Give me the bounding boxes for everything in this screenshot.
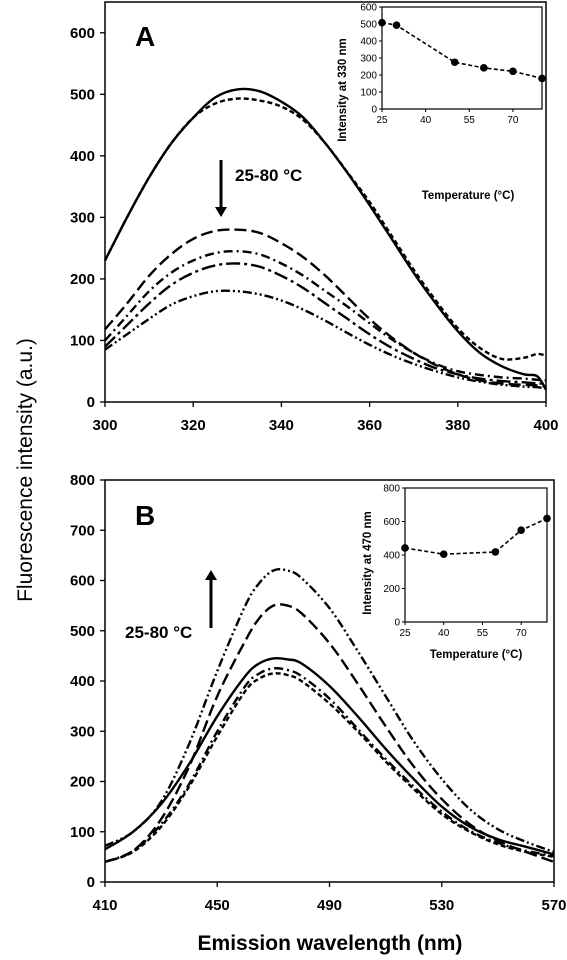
panel-b-inset-frame [404, 487, 548, 623]
panel-a-ytick-label: 100 [70, 332, 95, 349]
panel-a-inset-ytick-label: 100 [360, 88, 377, 99]
panel-b-xtick-label: 530 [429, 897, 454, 914]
panel-a-inset-ytick-label: 200 [360, 71, 377, 82]
panel-b-inset-line [404, 517, 548, 556]
panel-b-inset-point [491, 548, 500, 556]
panel-a-xtick-label: 400 [533, 417, 558, 434]
panel-b-series-line-solid [104, 656, 555, 856]
panel-b-ytick-label: 100 [70, 824, 95, 841]
x-axis-label: Emission wavelength (nm) [198, 932, 463, 955]
panel-a-ytick-label: 0 [87, 394, 95, 411]
panel-a-inset-point [509, 67, 517, 76]
panel-a-series-line-dash-dot [104, 249, 547, 382]
panel-b-inset-series [401, 514, 551, 558]
panel-b-inset-ytick-label: 0 [394, 618, 400, 629]
panel-b-xtick-label: 450 [205, 897, 230, 914]
panel-a-inset-ylabel: Intensity at 330 nm [337, 38, 349, 142]
panel-a-inset-ytick-label: 400 [360, 37, 377, 48]
panel-b-inset-point [439, 550, 448, 558]
panel-a-inset-point [378, 18, 386, 27]
panel-a-xtick-label: 300 [92, 417, 117, 434]
panel-b-inset-point [543, 514, 551, 523]
panel-a-inset-point [538, 74, 546, 83]
panel-a-inset-xtick-label: 40 [420, 115, 432, 126]
panel-a-series-line-dash-dot-dot [104, 289, 547, 390]
panel-a-xtick-label: 320 [181, 417, 206, 434]
panel-a-ytick-label: 500 [70, 86, 95, 103]
panel-b-letter: B [135, 500, 155, 531]
panel-b-series [104, 568, 555, 864]
panel-b-ytick-label: 500 [70, 623, 95, 640]
panel-b-inset-ytick-label: 800 [383, 484, 400, 495]
panel-b-series-line-dash-dot-dot [104, 568, 555, 854]
panel-b-ytick-label: 700 [70, 522, 95, 539]
panel-b-inset-point [401, 544, 409, 552]
panel-b-inset-point [517, 526, 525, 535]
panel-b-inset-xlabel: Temperature (°C) [430, 649, 523, 661]
panel-a-inset-ticks: 0 100 200 300 400 500 600 25 40 55 70 [360, 3, 519, 127]
panel-b-ytick-label: 400 [70, 673, 95, 690]
panel-a-inset-ytick-label: 0 [371, 105, 377, 116]
panel-a-inset-point [480, 64, 488, 72]
panel-a-xtick-label: 340 [269, 417, 294, 434]
panel-b-inset-ytick-label: 600 [383, 517, 400, 528]
panel-a-ytick-label: 200 [70, 271, 95, 288]
panel-b-xtick-label: 570 [541, 897, 566, 914]
panel-a-inset-ytick-label: 500 [360, 20, 377, 31]
panel-b-ytick-label: 300 [70, 723, 95, 740]
panel-b-inset-ytick-label: 200 [383, 584, 400, 595]
panel-a-inset-line [381, 21, 543, 80]
panel-a-ytick-label: 300 [70, 209, 95, 226]
y-axis-label: Fluorescence intensity (a.u.) [14, 338, 37, 602]
panel-b-ytick-label: 0 [87, 874, 95, 891]
panel-b-inset-xtick-label: 70 [516, 628, 528, 639]
panel-b-inset-ytick-label: 400 [383, 551, 400, 562]
panel-a-annotation: 25-80 °C [235, 166, 302, 185]
panel-a-ytick-label: 600 [70, 25, 95, 42]
panel-a-inset-frame [381, 6, 543, 110]
panel-a-inset-ytick-label: 300 [360, 54, 377, 65]
panel-b-inset-xtick-label: 55 [477, 628, 489, 639]
panel-a-series-line-long-dash [104, 228, 547, 388]
panel-b-series-line-short-dash [104, 672, 555, 864]
panel-b-inset-ticks: 0 200 400 600 800 25 40 55 70 [383, 484, 527, 640]
panel-b-xtick-label: 410 [92, 897, 117, 914]
panel-a-inset-point [450, 58, 459, 67]
panel-a-xtick-label: 360 [357, 417, 382, 434]
panel-b-annotation: 25-80 °C [125, 623, 192, 642]
panel-a-inset-xtick-label: 25 [376, 115, 388, 126]
panel-a-inset-xtick-label: 70 [507, 115, 519, 126]
panel-a-letter: A [135, 21, 155, 52]
panel-b-inset-xtick-label: 40 [438, 628, 450, 639]
panel-b-series-line-long-dash [104, 603, 555, 864]
panel-b-inset-ylabel: Intensity at 470 nm [362, 511, 374, 615]
panel-b-ytick-label: 200 [70, 774, 95, 791]
panel-a-series-line-long-dash-dot [104, 262, 547, 385]
panel-b-inset-xtick-label: 25 [399, 628, 411, 639]
panel-b-xtick-label: 490 [317, 897, 342, 914]
panel-a-inset-xtick-label: 55 [464, 115, 476, 126]
panel-b-series-line-dash-dot [104, 667, 555, 864]
panel-a-ytick-label: 400 [70, 148, 95, 165]
panel-a-series [103, 87, 548, 391]
panel-a-inset-point [392, 21, 401, 29]
panel-a-series-line-short-dash [103, 97, 547, 361]
panel-b-ytick-label: 800 [70, 472, 95, 489]
panel-a-frame [104, 1, 547, 403]
panel-a-inset-xlabel: Temperature (°C) [422, 190, 515, 202]
panel-a-series-line-solid [103, 87, 548, 391]
panel-a-inset-ytick-label: 600 [360, 3, 377, 14]
panel-b-inset: 0 200 400 600 800 25 40 55 70 Intensity at 470 n… [362, 484, 551, 661]
panel-a-inset-series [378, 18, 546, 83]
panel-b-ytick-label: 600 [70, 573, 95, 590]
panel-a-inset: 0 100 200 300 400 500 600 25 40 55 70 Intensity at… [337, 3, 546, 202]
panel-a-xtick-label: 380 [445, 417, 470, 434]
